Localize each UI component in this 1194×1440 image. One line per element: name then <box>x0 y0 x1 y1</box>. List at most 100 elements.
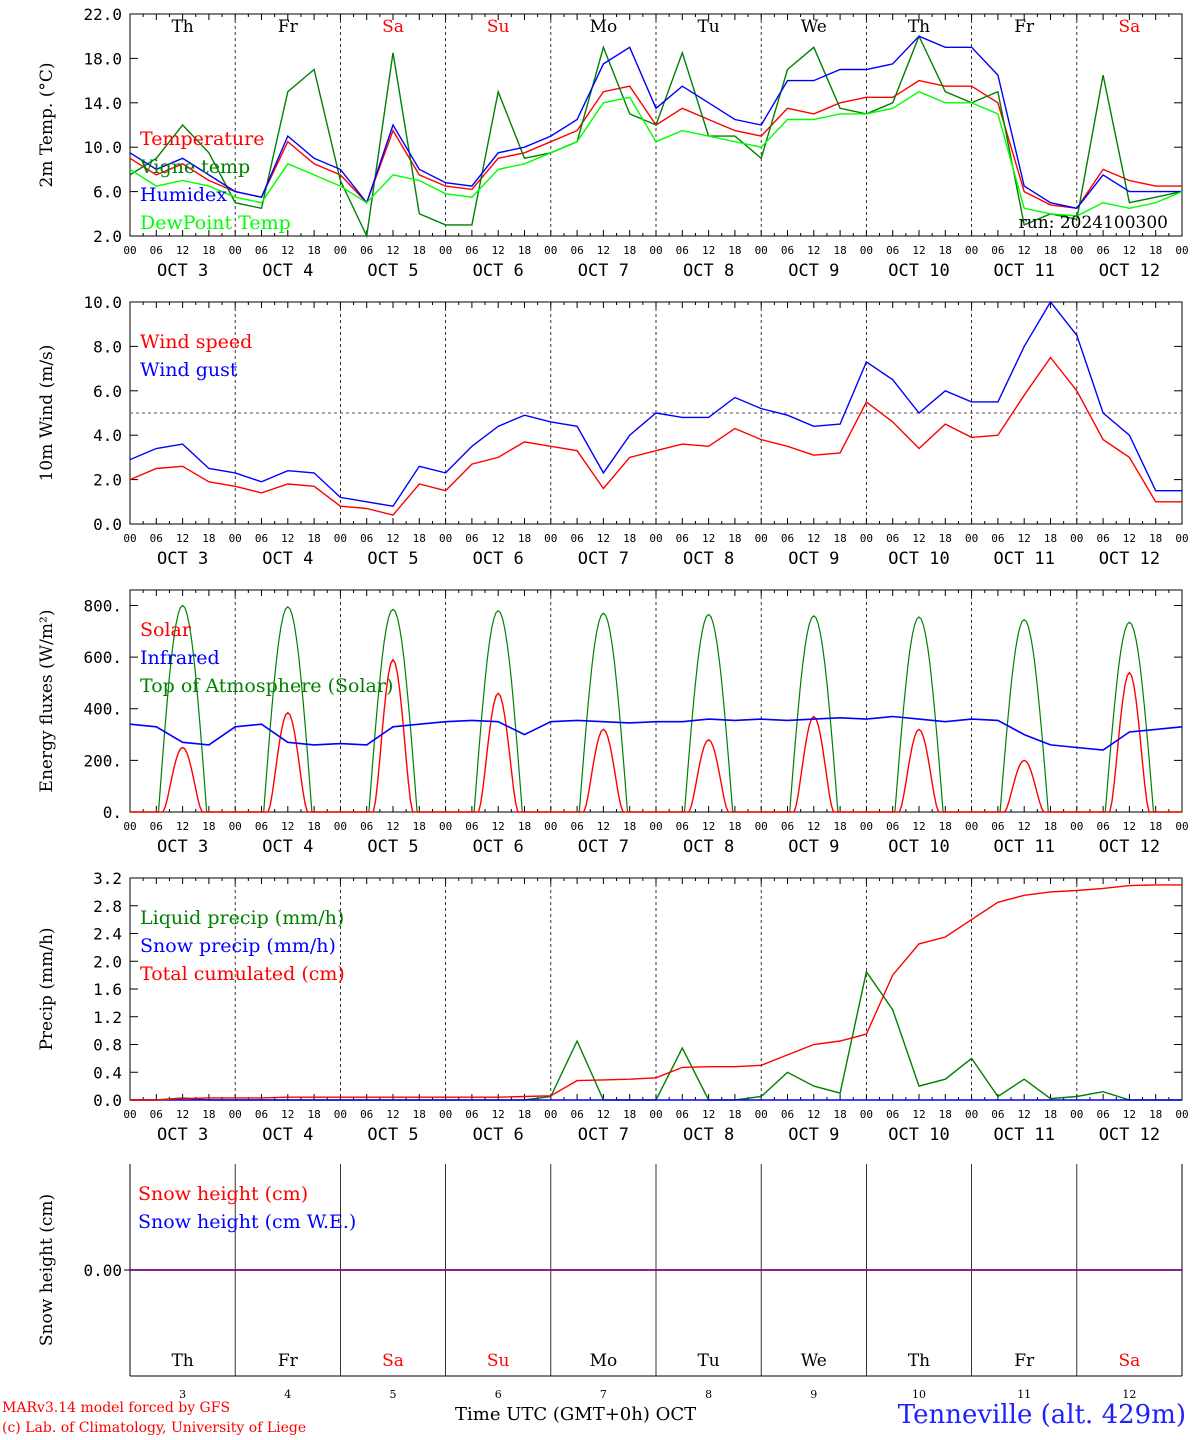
hour-tick-label: 12 <box>912 244 925 257</box>
hour-tick-label: 00 <box>649 1108 662 1121</box>
hour-tick-label: 18 <box>202 532 215 545</box>
solar-line <box>130 658 1182 813</box>
hour-tick-label: 00 <box>544 820 557 833</box>
hour-tick-label: 12 <box>281 244 294 257</box>
hour-tick-label: 12 <box>281 532 294 545</box>
hour-tick-label: 18 <box>1044 820 1057 833</box>
hour-tick-label: 00 <box>334 532 347 545</box>
hour-tick-label: 12 <box>1123 244 1136 257</box>
hour-tick-label: 00 <box>1175 532 1188 545</box>
date-label: OCT 8 <box>683 261 734 281</box>
hour-tick-label: 06 <box>1096 1108 1109 1121</box>
hour-tick-label: 00 <box>649 820 662 833</box>
hour-tick-label: 18 <box>728 244 741 257</box>
hour-tick-label: 12 <box>702 244 715 257</box>
weekday-label: Mo <box>590 17 618 37</box>
legend-entry: Wind gust <box>140 359 238 381</box>
legend-entry: Wind speed <box>140 331 252 353</box>
hour-tick-label: 18 <box>939 820 952 833</box>
hour-tick-label: 18 <box>728 532 741 545</box>
hour-tick-label: 00 <box>965 244 978 257</box>
hour-tick-label: 18 <box>413 820 426 833</box>
date-label: OCT 6 <box>473 549 524 569</box>
hour-tick-label: 06 <box>570 244 583 257</box>
weekday-label: Sa <box>1119 17 1141 37</box>
legend-entry: Vigne temp <box>139 156 250 178</box>
hour-tick-label: 06 <box>886 1108 899 1121</box>
hour-tick-label: 18 <box>202 244 215 257</box>
hour-tick-label: 00 <box>439 532 452 545</box>
hour-tick-label: 06 <box>360 820 373 833</box>
hour-tick-label: 18 <box>1044 244 1057 257</box>
hour-tick-label: 00 <box>965 820 978 833</box>
day-number-label: 9 <box>810 1388 817 1401</box>
infrared-line <box>129 715 1183 751</box>
hour-tick-label: 12 <box>281 1108 294 1121</box>
date-label: OCT 4 <box>262 1125 313 1145</box>
date-label: OCT 8 <box>683 1125 734 1145</box>
date-label: OCT 11 <box>993 837 1054 857</box>
y-tick-label: 2.0 <box>93 952 122 971</box>
weekday-label: Th <box>908 1351 930 1371</box>
hour-tick-label: 12 <box>702 1108 715 1121</box>
day-number-label: 5 <box>390 1388 397 1401</box>
toa-solar-line <box>130 604 1182 813</box>
y-tick-label: 10.0 <box>83 138 122 157</box>
hour-tick-label: 00 <box>123 244 136 257</box>
hour-tick-label: 06 <box>886 244 899 257</box>
day-number-label: 10 <box>912 1388 926 1401</box>
y-tick-label: 400. <box>83 700 122 719</box>
hour-tick-label: 00 <box>965 532 978 545</box>
hour-tick-label: 00 <box>649 244 662 257</box>
hour-tick-label: 18 <box>623 820 636 833</box>
hour-tick-label: 18 <box>833 820 846 833</box>
hour-tick-label: 18 <box>518 1108 531 1121</box>
hour-tick-label: 06 <box>150 1108 163 1121</box>
y-tick-label: 6.0 <box>93 382 122 401</box>
hour-tick-label: 12 <box>386 244 399 257</box>
y-axis-label: Snow height (cm) <box>37 1194 57 1346</box>
weekday-label: Th <box>171 17 193 37</box>
hour-tick-label: 12 <box>386 820 399 833</box>
hour-tick-label: 06 <box>676 244 689 257</box>
hour-tick-label: 18 <box>623 532 636 545</box>
weekday-label: Sa <box>1119 1351 1141 1371</box>
date-label: OCT 12 <box>1099 1125 1160 1145</box>
hour-tick-label: 12 <box>807 532 820 545</box>
hour-tick-label: 18 <box>623 1108 636 1121</box>
hour-tick-label: 18 <box>833 244 846 257</box>
date-label: OCT 9 <box>788 837 839 857</box>
hour-tick-label: 06 <box>150 532 163 545</box>
hour-tick-label: 06 <box>360 1108 373 1121</box>
y-tick-label: 0. <box>103 803 122 822</box>
date-label: OCT 12 <box>1099 837 1160 857</box>
date-label: OCT 9 <box>788 1125 839 1145</box>
weekday-label: Su <box>487 1351 510 1371</box>
y-tick-label: 0.8 <box>93 1036 122 1055</box>
date-label: OCT 10 <box>888 837 949 857</box>
weekday-label: Tu <box>697 1351 719 1371</box>
legend-entry: Temperature <box>140 128 264 150</box>
date-label: OCT 10 <box>888 549 949 569</box>
hour-tick-label: 06 <box>676 532 689 545</box>
hour-tick-label: 06 <box>781 820 794 833</box>
hour-tick-label: 12 <box>597 532 610 545</box>
day-number-label: 11 <box>1017 1388 1031 1401</box>
y-tick-label: 4.0 <box>93 426 122 445</box>
legend-entry: Infrared <box>140 647 220 669</box>
hour-tick-label: 00 <box>1175 244 1188 257</box>
hour-tick-label: 12 <box>176 1108 189 1121</box>
hour-tick-label: 18 <box>623 244 636 257</box>
date-label: OCT 7 <box>578 549 629 569</box>
hour-tick-label: 00 <box>860 820 873 833</box>
legend-entry: Solar <box>140 619 192 641</box>
hour-tick-label: 12 <box>912 532 925 545</box>
hour-tick-label: 12 <box>492 244 505 257</box>
run-annotation: run: 2024100300 <box>1019 213 1168 233</box>
station-name: Tenneville (alt. 429m) <box>897 1400 1186 1430</box>
hour-tick-label: 18 <box>1149 244 1162 257</box>
hour-tick-label: 18 <box>202 820 215 833</box>
weekday-label: Su <box>487 17 510 37</box>
hour-tick-label: 06 <box>150 820 163 833</box>
hour-tick-label: 06 <box>465 244 478 257</box>
